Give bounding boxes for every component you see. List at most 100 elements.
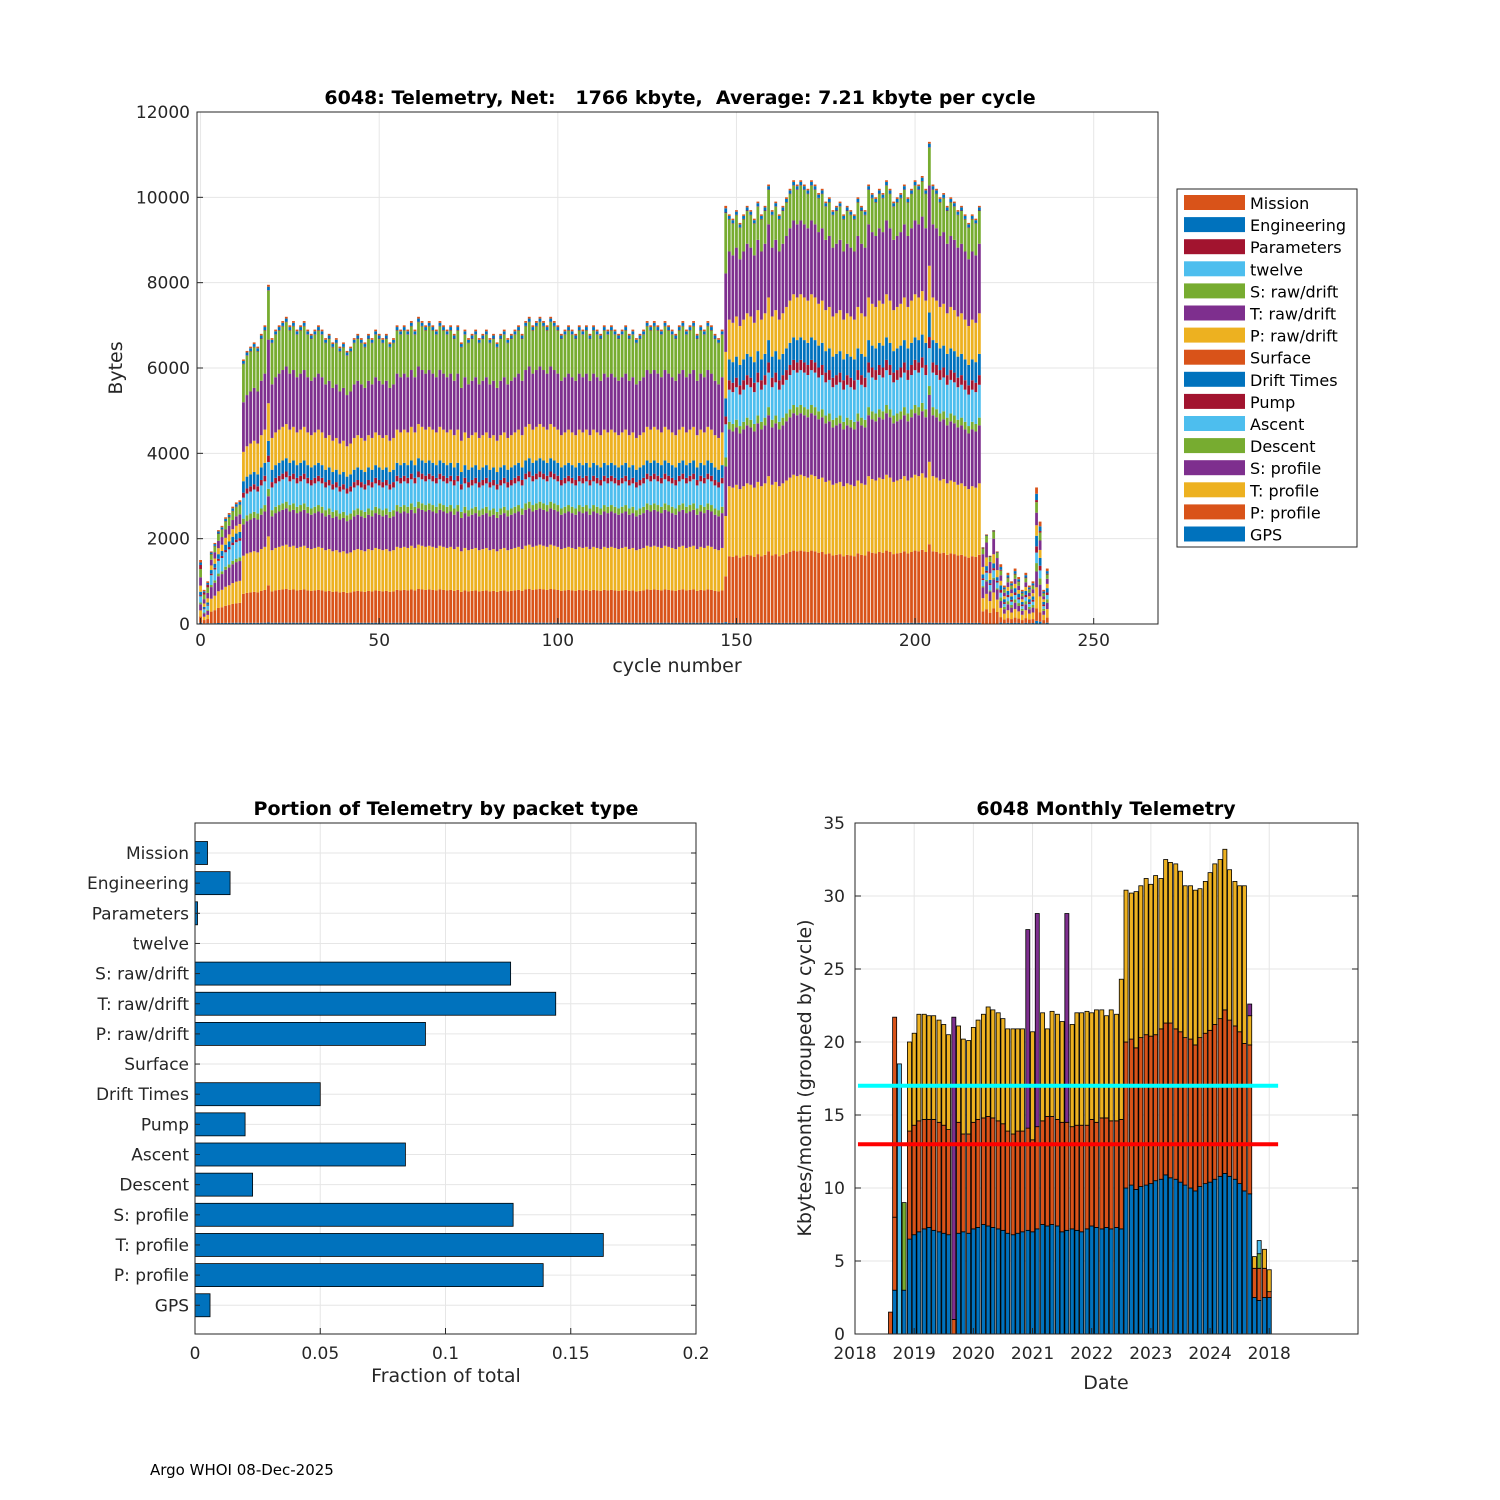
telemetry-bar-segment (1035, 502, 1038, 513)
monthly-bar-segment (1094, 1121, 1099, 1228)
telemetry-bar-segment (652, 509, 656, 546)
telemetry-bar-segment (267, 290, 270, 291)
legend-swatch (1184, 217, 1245, 233)
telemetry-bar-segment (392, 482, 395, 488)
telemetry-bar-segment (209, 551, 213, 553)
telemetry-bar-segment (631, 483, 635, 507)
telemetry-bar-segment (220, 571, 224, 575)
monthly-bar-segment (1202, 1183, 1208, 1335)
monthly-bar-segment (1222, 1009, 1228, 1174)
telemetry-bar-segment (799, 185, 803, 221)
telemetry-bar-segment (781, 313, 785, 354)
telemetry-bar-segment (938, 202, 942, 203)
telemetry-bar-segment (631, 590, 635, 623)
telemetry-bar-segment (795, 551, 799, 623)
telemetry-bar-segment (545, 589, 549, 623)
telemetry-bar-segment (842, 389, 846, 422)
telemetry-bar-segment (877, 300, 881, 343)
telemetry-bar-segment (281, 460, 285, 474)
telemetry-bar-segment (695, 338, 699, 381)
telemetry-bar-segment (735, 484, 738, 556)
telemetry-bar-segment (284, 318, 288, 322)
telemetry-bar-segment (492, 335, 495, 339)
telemetry-bar-segment (717, 342, 720, 344)
telemetry-bar-segment (785, 421, 788, 481)
telemetry-bar-segment (802, 622, 806, 624)
telemetry-bar-segment (927, 141, 931, 144)
telemetry-bar-segment (985, 570, 988, 573)
telemetry-bar-segment (345, 355, 349, 356)
telemetry-bar-segment (724, 351, 728, 399)
telemetry-bar-segment (456, 481, 460, 506)
portion-bar (194, 1263, 544, 1287)
telemetry-bar-segment (781, 375, 785, 385)
telemetry-bar-segment (660, 547, 663, 591)
telemetry-bar-segment (635, 384, 638, 438)
telemetry-bar-segment (438, 322, 442, 326)
telemetry-bar-segment (638, 590, 642, 623)
telemetry-bar-segment (649, 481, 653, 506)
telemetry-bar-segment (452, 338, 456, 381)
telemetry-bar-segment (756, 206, 760, 240)
telemetry-bar-segment (560, 435, 563, 468)
telemetry-bar-segment (563, 622, 567, 624)
telemetry-bar-segment (517, 330, 520, 374)
telemetry-bar-segment (742, 389, 745, 422)
telemetry-bar-segment (638, 514, 642, 550)
legend-swatch (1184, 371, 1245, 387)
telemetry-bar-segment (388, 342, 392, 345)
telemetry-bar-segment (256, 474, 260, 487)
telemetry-bar-segment (652, 545, 656, 590)
telemetry-bar-segment (217, 540, 220, 549)
telemetry-bar-segment (245, 521, 249, 554)
telemetry-bar-segment (799, 405, 803, 414)
telemetry-bar-segment (470, 508, 474, 515)
monthly-bar-segment (1089, 1012, 1095, 1120)
telemetry-bar-segment (317, 589, 320, 623)
telemetry-bar-segment (902, 340, 906, 363)
telemetry-bar-segment (1013, 622, 1017, 624)
telemetry-bar-segment (206, 582, 210, 585)
telemetry-bar-segment (606, 334, 610, 335)
monthly-bar-segment (1000, 1229, 1006, 1335)
monthly-bar-segment (985, 1116, 991, 1227)
telemetry-bar-segment (399, 590, 403, 623)
telemetry-bar-segment (1031, 596, 1035, 600)
telemetry-bar-segment (224, 622, 227, 624)
telemetry-bar-segment (409, 322, 413, 326)
telemetry-bar-segment (456, 462, 460, 476)
telemetry-bar-segment (595, 483, 599, 507)
telemetry-bar-segment (763, 554, 767, 623)
telemetry-bar-segment (234, 525, 238, 534)
telemetry-bar-segment (1017, 618, 1021, 623)
telemetry-bar-segment (988, 555, 992, 557)
telemetry-bar-segment (631, 513, 635, 548)
telemetry-bar-segment (245, 350, 249, 353)
telemetry-bar-segment (263, 330, 267, 374)
telemetry-bar-segment (970, 359, 974, 381)
monthly-bar-segment (1010, 1234, 1016, 1335)
telemetry-bar-segment (835, 375, 838, 385)
telemetry-bar-segment (495, 344, 499, 347)
telemetry-bar-segment (956, 215, 960, 248)
telemetry-bar-segment (749, 211, 753, 215)
telemetry-bar-segment (495, 517, 499, 552)
telemetry-bar-segment (277, 325, 281, 328)
telemetry-bar-segment (445, 513, 449, 548)
telemetry-bar-segment (549, 622, 553, 624)
telemetry-bar-segment (756, 201, 760, 204)
monthly-bar-segment (1167, 1177, 1173, 1335)
telemetry-bar-segment (717, 591, 720, 623)
telemetry-bar-segment (392, 342, 395, 344)
telemetry-bar-segment (367, 338, 370, 339)
telemetry-bar-segment (299, 429, 302, 463)
telemetry-bar-segment (602, 505, 606, 512)
telemetry-bar-segment (284, 321, 288, 323)
telemetry-bar-segment (449, 373, 453, 430)
telemetry-bar-segment (220, 555, 224, 558)
telemetry-bar-segment (399, 329, 403, 332)
legend-label: P: raw/drift (1250, 327, 1338, 346)
telemetry-bar-segment (910, 622, 913, 624)
telemetry-bar-segment (1020, 606, 1024, 609)
telemetry-bar-segment (899, 303, 903, 346)
